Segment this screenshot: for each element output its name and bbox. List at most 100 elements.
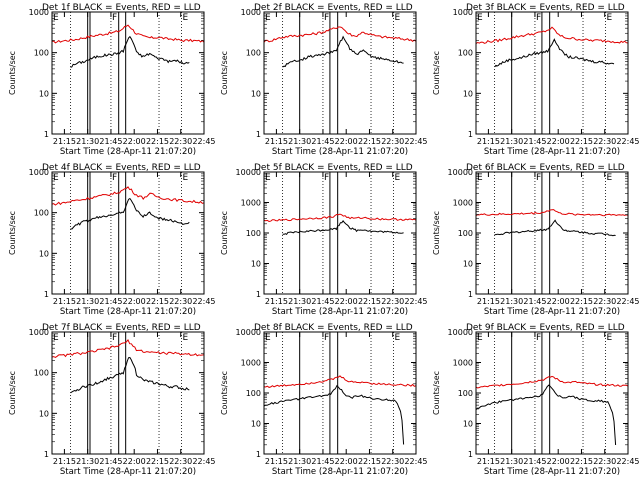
x-tick-label: 22:45 <box>192 457 215 466</box>
y-tick-label: 100 <box>246 49 261 58</box>
x-tick-label: 21:30 <box>500 457 523 466</box>
x-tick-label: 21:30 <box>76 297 99 306</box>
y-tick-label: 1000 <box>29 8 49 17</box>
marker-label: E <box>395 13 401 23</box>
x-tick-label: 21:45 <box>523 297 546 306</box>
x-tick-label: 22:45 <box>192 137 215 146</box>
x-tick-label: 21:45 <box>311 297 334 306</box>
y-tick-label: 1000 <box>241 199 261 208</box>
events-series-line <box>70 197 190 230</box>
marker-label: E <box>183 173 189 183</box>
marker-label: F <box>536 173 541 183</box>
y-axis-label: Counts/sec <box>8 211 17 255</box>
y-axis-label: Counts/sec <box>220 211 229 255</box>
marker-label: E <box>265 173 271 183</box>
marker-label: E <box>183 333 189 343</box>
x-axis-label: Start Time (28-Apr-11 21:07:20) <box>484 467 620 477</box>
y-tick-label: 1 <box>468 450 473 459</box>
y-tick-label: 1 <box>44 450 49 459</box>
x-tick-label: 22:45 <box>616 137 639 146</box>
y-tick-label: 10 <box>463 260 473 269</box>
x-tick-label: 21:15 <box>53 137 76 146</box>
x-tick-label: 21:30 <box>500 297 523 306</box>
x-tick-label: 22:15 <box>570 297 593 306</box>
marker-label: E <box>477 13 483 23</box>
x-tick-label: 22:45 <box>404 137 427 146</box>
marker-label: E <box>395 173 401 183</box>
x-tick-label: 22:15 <box>358 137 381 146</box>
panel-title: Det 3f BLACK = Events, RED = LLD <box>466 3 625 13</box>
y-tick-label: 1000 <box>241 8 261 17</box>
events-series-line <box>263 384 405 445</box>
x-tick-label: 22:00 <box>547 457 570 466</box>
y-tick-label: 100 <box>458 229 473 238</box>
y-tick-label: 1 <box>44 130 49 139</box>
marker-label: E <box>183 13 189 23</box>
x-tick-label: 22:30 <box>169 457 192 466</box>
panel-title: Det 6f BLACK = Events, RED = LLD <box>466 163 625 173</box>
y-axis-label: Counts/sec <box>8 371 17 415</box>
y-tick-label: 10000 <box>236 328 261 337</box>
x-tick-label: 22:30 <box>381 297 404 306</box>
x-tick-label: 22:30 <box>593 457 616 466</box>
x-tick-label: 22:15 <box>146 457 169 466</box>
marker-label: F <box>324 333 329 343</box>
x-axis-label: Start Time (28-Apr-11 21:07:20) <box>484 307 620 317</box>
x-axis-label: Start Time (28-Apr-11 21:07:20) <box>272 307 408 317</box>
y-tick-label: 10000 <box>448 168 473 177</box>
y-tick-label: 1 <box>44 290 49 299</box>
x-tick-label: 22:15 <box>358 457 381 466</box>
marker-label: E <box>477 173 483 183</box>
x-tick-label: 22:45 <box>404 457 427 466</box>
events-series-line <box>475 384 617 446</box>
marker-label: E <box>395 333 401 343</box>
x-tick-label: 21:15 <box>265 457 288 466</box>
x-tick-label: 22:30 <box>593 137 616 146</box>
y-tick-label: 10 <box>39 409 49 418</box>
plot-frame <box>51 331 205 455</box>
marker-label: E <box>53 13 59 23</box>
y-tick-label: 10 <box>39 89 49 98</box>
x-tick-label: 22:00 <box>335 457 358 466</box>
x-tick-label: 22:00 <box>547 297 570 306</box>
plot-frame <box>263 11 417 135</box>
x-tick-label: 21:15 <box>53 457 76 466</box>
events-series-line <box>494 219 616 237</box>
x-tick-label: 21:30 <box>500 137 523 146</box>
x-axis-label: Start Time (28-Apr-11 21:07:20) <box>60 147 196 157</box>
y-tick-label: 100 <box>34 49 49 58</box>
y-axis-label: Counts/sec <box>220 51 229 95</box>
x-tick-label: 22:00 <box>123 457 146 466</box>
y-tick-label: 1000 <box>241 359 261 368</box>
events-series-line <box>282 35 404 68</box>
lld-series-line <box>475 209 629 217</box>
y-tick-label: 100 <box>246 229 261 238</box>
lld-series-line <box>51 24 205 44</box>
panel-title: Det 8f BLACK = Events, RED = LLD <box>254 323 413 333</box>
x-axis-label: Start Time (28-Apr-11 21:07:20) <box>60 307 196 317</box>
x-tick-label: 22:00 <box>547 137 570 146</box>
x-tick-label: 22:00 <box>123 297 146 306</box>
x-tick-label: 22:15 <box>570 137 593 146</box>
x-tick-label: 21:45 <box>311 137 334 146</box>
marker-label: F <box>112 173 117 183</box>
marker-label: E <box>607 173 613 183</box>
lld-series-line <box>263 375 417 388</box>
lld-series-line <box>263 213 417 223</box>
panel-title: Det 9f BLACK = Events, RED = LLD <box>466 323 625 333</box>
y-tick-label: 100 <box>458 49 473 58</box>
marker-label: F <box>324 173 329 183</box>
events-series-line <box>70 356 190 394</box>
plot-frame <box>51 11 205 135</box>
x-tick-label: 21:45 <box>311 457 334 466</box>
x-tick-label: 21:15 <box>477 137 500 146</box>
x-tick-label: 22:45 <box>616 297 639 306</box>
